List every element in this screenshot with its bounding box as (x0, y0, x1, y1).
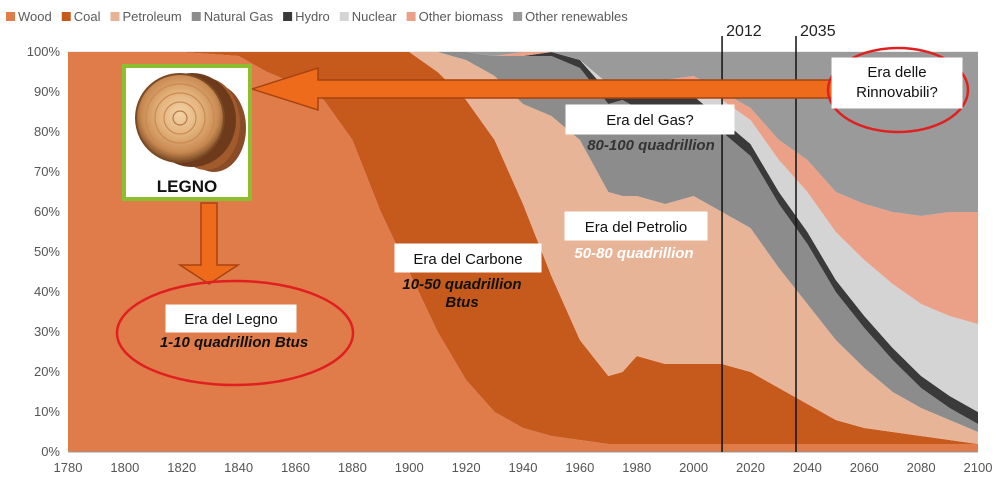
arrow-to-wood (249, 66, 833, 112)
carbone-era-title: Era del Carbone (413, 251, 522, 268)
area-hydro (68, 52, 978, 424)
renewables-era-title: Era delle (867, 64, 926, 81)
legend-label-wood: Wood (18, 9, 52, 24)
x-tick-label: 2020 (736, 460, 765, 475)
x-tick-label: 1940 (509, 460, 538, 475)
wood-image-label: LEGNO (157, 177, 217, 196)
legend-swatch-coal (61, 12, 71, 21)
legend-label-nuclear: Nuclear (352, 9, 397, 24)
petrolio-era-box (564, 211, 708, 241)
x-tick-label: 1780 (54, 460, 83, 475)
gas-era-title: Era del Gas? (606, 112, 694, 129)
y-tick-label: 70% (34, 164, 60, 179)
x-tick-label: 1800 (110, 460, 139, 475)
legend-swatch-wood (6, 12, 15, 21)
axes: 0% 10% 20% 30% 40% 50% 60% 70% 80% 90% 100% 1780 180… (27, 44, 993, 475)
y-tick-label: 30% (34, 324, 60, 339)
area-wood (68, 52, 978, 452)
x-tick-label: 1960 (565, 460, 594, 475)
x-tick-label: 2080 (907, 460, 936, 475)
x-tick-label: 1840 (224, 460, 253, 475)
petrolio-era-subtitle: 50-80 quadrillion (574, 245, 693, 262)
y-tick-label: 80% (34, 124, 60, 139)
x-tick-label: 2060 (850, 460, 879, 475)
legend-label-other-renewables: Other renewables (525, 9, 628, 24)
renewables-era-title-2: Rinnovabili? (856, 84, 938, 101)
legno-era-subtitle: 1-10 quadrillion Btus (160, 334, 308, 351)
area-nuclear (68, 52, 978, 412)
legend: Wood Coal Petroleum Natural Gas Hydro Nuclear… (6, 9, 628, 24)
legend-label-petroleum: Petroleum (122, 9, 181, 24)
x-tick-label: 1820 (167, 460, 196, 475)
carbone-era-subtitle-2: Btus (445, 294, 478, 311)
legend-label-hydro: Hydro (295, 9, 330, 24)
legend-swatch-nuclear (339, 12, 349, 21)
legend-label-coal: Coal (74, 9, 101, 24)
wood-log-image: LEGNO (122, 64, 252, 201)
x-tick-label: 1880 (338, 460, 367, 475)
x-tick-label: 1980 (622, 460, 651, 475)
legend-swatch-other-renewables (513, 12, 523, 21)
legend-label-other-biomass: Other biomass (419, 9, 504, 24)
petrolio-era-title: Era del Petrolio (585, 219, 688, 236)
gas-era-subtitle: 80-100 quadrillion (587, 137, 715, 154)
y-tick-label: 0% (41, 444, 60, 459)
carbone-era-box (394, 243, 542, 273)
y-tick-label: 100% (27, 44, 61, 59)
x-tick-label: 1900 (395, 460, 424, 475)
x-tick-label: 1860 (281, 460, 310, 475)
carbone-era-subtitle: 10-50 quadrillion (402, 276, 521, 293)
arrow-down-to-wood-era (177, 202, 241, 285)
legend-label-natural-gas: Natural Gas (204, 9, 274, 24)
area-other-biomass (68, 52, 978, 324)
legend-swatch-hydro (283, 12, 293, 21)
renewables-ellipse (826, 46, 970, 134)
renewables-era-box (831, 57, 963, 109)
y-tick-label: 60% (34, 204, 60, 219)
gas-era-box (565, 104, 735, 135)
marker-label-2035: 2035 (800, 23, 836, 40)
y-tick-label: 40% (34, 284, 60, 299)
y-tick-label: 10% (34, 404, 60, 419)
era-annotations: Era del Gas? 80-100 quadrillion Era del Pe… (160, 57, 963, 351)
y-tick-label: 20% (34, 364, 60, 379)
x-tick-label: 2000 (679, 460, 708, 475)
legend-swatch-natural-gas (191, 12, 201, 21)
x-tick-label: 1920 (452, 460, 481, 475)
y-tick-label: 90% (34, 84, 60, 99)
wood-log-icon (135, 73, 246, 172)
legno-era-box (165, 304, 297, 333)
x-tick-label: 2040 (793, 460, 822, 475)
wood-era-ellipse (115, 279, 355, 387)
area-petroleum (68, 52, 978, 444)
marker-label-2012: 2012 (726, 23, 762, 40)
legend-swatch-other-biomass (406, 12, 416, 21)
y-tick-label: 50% (34, 244, 60, 259)
x-tick-label: 2100 (964, 460, 993, 475)
legend-swatch-petroleum (110, 12, 120, 21)
legno-era-title: Era del Legno (184, 311, 277, 328)
